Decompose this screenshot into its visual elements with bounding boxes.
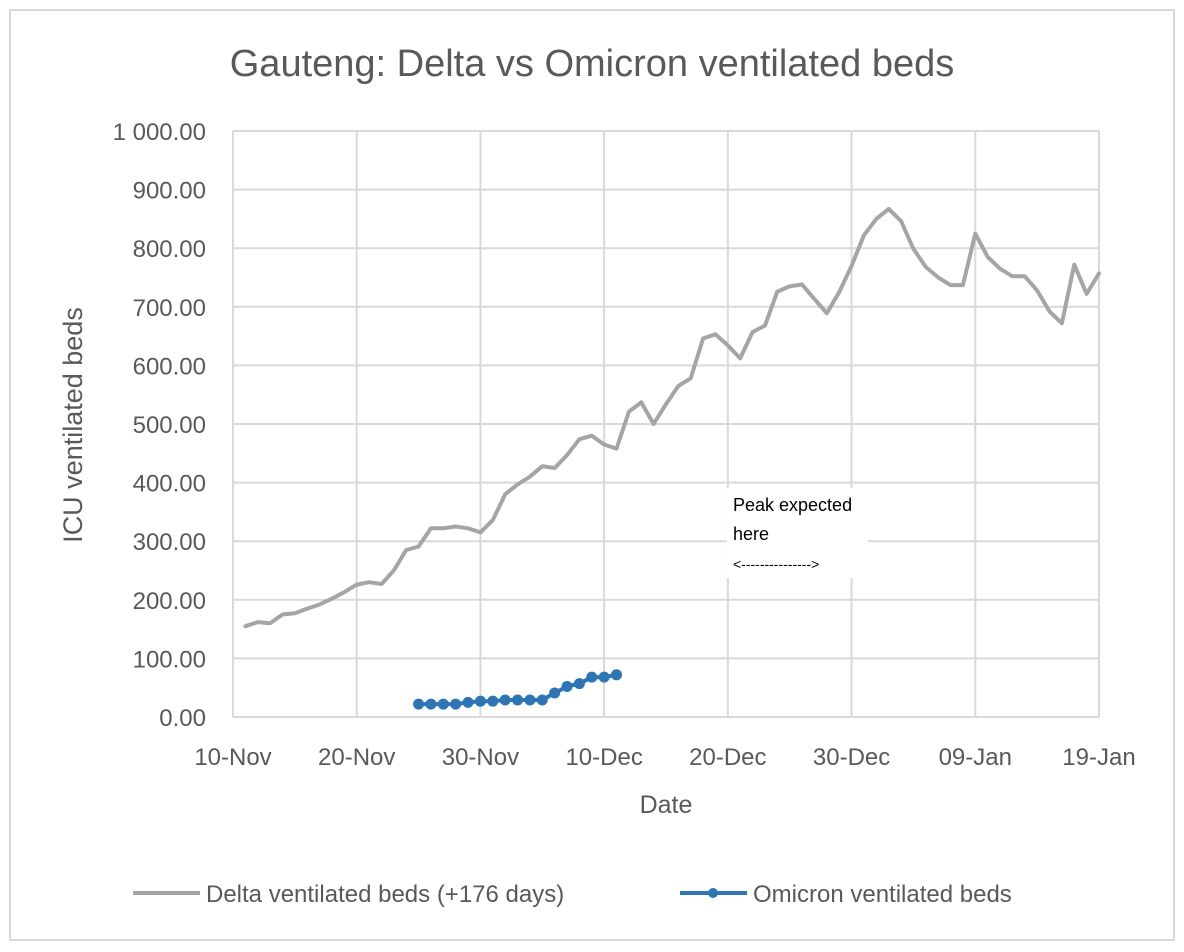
legend-item-omicron: Omicron ventilated beds	[680, 881, 1012, 908]
y-tick-label: 200.00	[133, 588, 206, 615]
data-point	[524, 694, 536, 706]
legend-label-omicron: Omicron ventilated beds	[753, 881, 1012, 908]
x-tick-label: 30-Nov	[442, 744, 519, 771]
data-point	[474, 695, 486, 707]
data-point	[512, 694, 524, 706]
data-point	[598, 671, 610, 683]
x-tick-label: 20-Nov	[318, 744, 395, 771]
annotation-line1: Peak expected	[733, 495, 852, 515]
legend-item-delta: Delta ventilated beds (+176 days)	[133, 881, 564, 908]
data-point	[549, 687, 561, 699]
data-point	[611, 669, 623, 681]
x-tick-label: 30-Dec	[813, 744, 890, 771]
x-tick-labels: 10-Nov 20-Nov 30-Nov 10-Dec 20-Dec 30-Dec 09-J…	[194, 744, 1135, 771]
annotation-arrow: <--------------->	[733, 556, 819, 572]
x-axis-label: Date	[640, 791, 693, 819]
data-point	[536, 694, 548, 706]
series-1	[413, 669, 623, 710]
annotation-box	[727, 488, 868, 578]
y-axis-label: ICU ventilated beds	[58, 307, 88, 543]
data-point	[450, 698, 462, 710]
y-tick-label: 400.00	[133, 471, 206, 498]
y-tick-labels: 0.00 100.00 200.00 300.00 400.00 500.00 600.00…	[113, 119, 206, 732]
x-tick-label: 10-Nov	[194, 744, 271, 771]
data-point	[561, 681, 573, 693]
peak-annotation: Peak expected here <--------------->	[727, 488, 868, 578]
x-tick-label: 19-Jan	[1062, 744, 1135, 771]
y-tick-label: 300.00	[133, 529, 206, 556]
data-point	[462, 696, 474, 708]
x-tick-label: 09-Jan	[939, 744, 1012, 771]
y-tick-label: 0.00	[159, 705, 206, 732]
y-tick-label: 100.00	[133, 646, 206, 673]
gridlines	[232, 130, 1100, 718]
y-tick-label: 700.00	[133, 295, 206, 322]
y-tick-label: 900.00	[133, 178, 206, 205]
series-0	[243, 206, 1101, 629]
data-point	[425, 698, 437, 710]
data-point	[586, 671, 598, 683]
data-point	[413, 698, 425, 710]
data-point	[437, 698, 449, 710]
y-tick-label: 500.00	[133, 412, 206, 439]
legend-marker-omicron	[708, 888, 718, 898]
data-point	[487, 695, 499, 707]
chart-title: Gauteng: Delta vs Omicron ventilated bed…	[230, 43, 955, 85]
legend-label-delta: Delta ventilated beds (+176 days)	[206, 881, 564, 908]
data-point	[499, 694, 511, 706]
x-tick-label: 10-Dec	[565, 744, 642, 771]
data-point	[573, 678, 585, 690]
x-tick-label: 20-Dec	[689, 744, 766, 771]
y-tick-label: 600.00	[133, 353, 206, 380]
series-line	[243, 206, 1101, 629]
y-tick-label: 1 000.00	[113, 119, 206, 146]
annotation-line2: here	[733, 524, 769, 544]
y-tick-label: 800.00	[133, 236, 206, 263]
series-layer	[243, 206, 1101, 710]
legend: Delta ventilated beds (+176 days) Omicro…	[133, 881, 1012, 908]
chart-frame	[9, 9, 1175, 941]
